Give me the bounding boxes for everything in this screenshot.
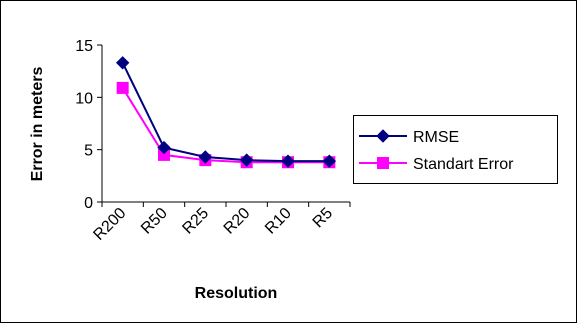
data-point-1-1 <box>158 148 170 161</box>
y-axis-title: Error in meters <box>29 67 46 182</box>
x-axis-title: Resolution <box>195 285 278 302</box>
y-axis-ticks: 0 5 10 15 <box>75 38 102 212</box>
data-point-0-2 <box>198 150 213 164</box>
y-tick-label: 15 <box>75 38 93 55</box>
legend-marker-1 <box>377 157 389 169</box>
data-point-1-0 <box>116 81 129 94</box>
legend: RMSE Standart Error <box>359 129 514 173</box>
legend-label-1: Standart Error <box>413 156 514 173</box>
y-tick-label: 10 <box>75 90 93 107</box>
legend-label-0: RMSE <box>413 129 459 146</box>
y-tick-label: 5 <box>84 143 93 160</box>
series <box>115 56 337 169</box>
y-tick-label: 0 <box>84 195 93 212</box>
data-point-0-1 <box>157 140 171 155</box>
series-line-1 <box>121 87 330 164</box>
data-point-0-3 <box>239 153 254 167</box>
legend-box <box>353 115 558 184</box>
data-point-0-4 <box>281 154 295 168</box>
data-point-0-0 <box>115 56 130 70</box>
data-point-0-5 <box>322 154 337 168</box>
legend-marker-0 <box>376 129 390 143</box>
series-line-0 <box>121 62 330 163</box>
